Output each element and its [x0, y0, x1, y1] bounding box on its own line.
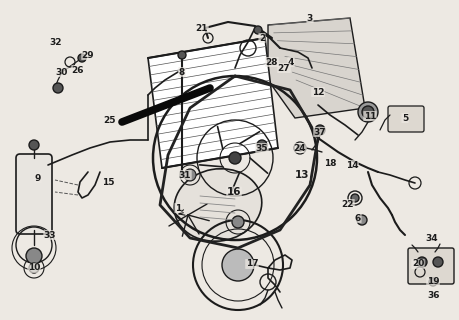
Text: 14: 14	[345, 161, 358, 170]
Ellipse shape	[174, 169, 261, 241]
Text: 26: 26	[72, 66, 84, 75]
Circle shape	[26, 248, 42, 264]
Circle shape	[361, 106, 373, 118]
Circle shape	[356, 215, 366, 225]
Circle shape	[78, 54, 86, 62]
Text: 6: 6	[354, 213, 360, 222]
Text: 19: 19	[426, 277, 438, 286]
Text: 4: 4	[287, 58, 294, 67]
Polygon shape	[148, 38, 277, 168]
Circle shape	[184, 169, 196, 181]
Circle shape	[253, 26, 262, 34]
Text: 13: 13	[294, 170, 308, 180]
Text: 10: 10	[28, 263, 40, 273]
Text: 8: 8	[179, 68, 185, 76]
Text: 18: 18	[323, 158, 336, 167]
Circle shape	[29, 263, 39, 273]
Text: 31: 31	[179, 171, 191, 180]
FancyBboxPatch shape	[407, 248, 453, 284]
Circle shape	[53, 83, 63, 93]
Text: 24: 24	[293, 143, 306, 153]
Text: 35: 35	[255, 143, 268, 153]
Text: 25: 25	[104, 116, 116, 124]
Text: 17: 17	[245, 260, 258, 268]
Text: 30: 30	[56, 68, 68, 76]
Circle shape	[257, 140, 266, 150]
Circle shape	[229, 152, 241, 164]
Text: 27: 27	[277, 63, 290, 73]
Circle shape	[231, 216, 243, 228]
Circle shape	[29, 140, 39, 150]
Polygon shape	[268, 18, 364, 118]
Circle shape	[314, 125, 325, 135]
Text: 28: 28	[265, 58, 278, 67]
Text: 12: 12	[311, 87, 324, 97]
FancyBboxPatch shape	[387, 106, 423, 132]
Text: 15: 15	[101, 178, 114, 187]
Text: 11: 11	[363, 111, 375, 121]
Text: 33: 33	[44, 230, 56, 239]
FancyBboxPatch shape	[16, 154, 52, 234]
Circle shape	[178, 51, 185, 59]
Text: 9: 9	[35, 173, 41, 182]
Circle shape	[432, 257, 442, 267]
Text: 32: 32	[50, 37, 62, 46]
Text: 34: 34	[425, 234, 437, 243]
Circle shape	[428, 278, 436, 286]
Text: 20: 20	[411, 260, 423, 268]
Circle shape	[222, 249, 253, 281]
Circle shape	[416, 257, 426, 267]
Text: 21: 21	[196, 23, 208, 33]
Text: 29: 29	[82, 51, 94, 60]
Text: 22: 22	[341, 199, 353, 209]
Text: 36: 36	[427, 291, 439, 300]
Circle shape	[350, 194, 358, 202]
Circle shape	[357, 102, 377, 122]
Text: 37: 37	[313, 127, 325, 137]
Text: 3: 3	[306, 13, 313, 22]
Text: 1: 1	[174, 204, 181, 212]
Text: 16: 16	[226, 187, 241, 197]
Circle shape	[297, 145, 302, 151]
Text: 5: 5	[401, 114, 407, 123]
Text: 2: 2	[258, 34, 264, 43]
